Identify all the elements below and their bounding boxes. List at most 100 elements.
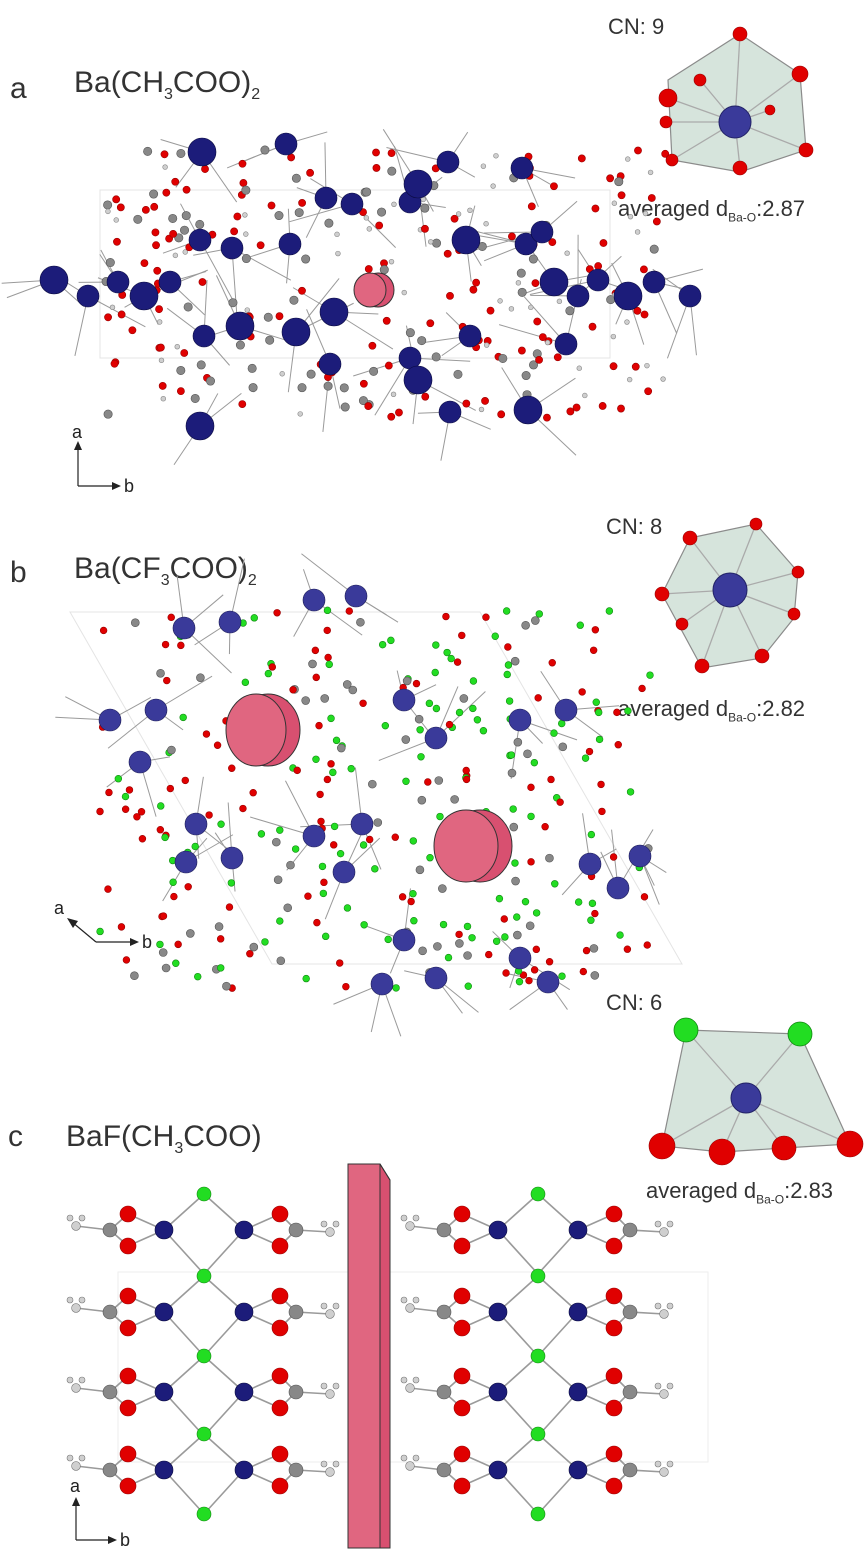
fluorine-atom xyxy=(507,751,516,759)
fluorine-atom xyxy=(96,927,104,936)
barium-atom xyxy=(220,236,244,260)
oxygen-atom xyxy=(605,1477,623,1495)
oxygen-atom xyxy=(591,626,600,634)
carbon-atom xyxy=(405,328,415,338)
oxygen-atom xyxy=(424,778,432,786)
hydrogen-atom xyxy=(624,319,630,325)
carbon-atom xyxy=(102,1222,118,1238)
fluorine-atom xyxy=(464,982,472,990)
fluorine-atom xyxy=(302,974,310,983)
oxygen-atom xyxy=(585,747,594,756)
carbon-atom xyxy=(168,213,178,223)
fluorine-atom xyxy=(291,845,300,853)
oxygen-atom xyxy=(605,1237,623,1255)
oxygen-atom xyxy=(198,278,207,286)
oxygen-atom xyxy=(306,168,314,177)
fluorine-atom xyxy=(196,1186,212,1202)
carbon-atom xyxy=(590,971,600,980)
carbon-atom xyxy=(301,696,310,705)
barium-atom xyxy=(344,584,368,608)
hydrogen-atom xyxy=(405,1383,415,1393)
oxygen-atom xyxy=(517,346,526,355)
oxygen-atom xyxy=(150,202,159,211)
oxygen-atom xyxy=(453,1287,471,1305)
oxygen-atom xyxy=(647,194,656,202)
hydrogen-atom xyxy=(455,211,462,217)
oxygen-atom xyxy=(421,224,429,233)
oxygen-atom xyxy=(233,212,242,221)
carbon-atom xyxy=(308,659,317,669)
hydrogen-atom xyxy=(467,207,473,214)
hydrogen-atom xyxy=(78,1454,86,1462)
oxygen-atom xyxy=(184,883,192,891)
carbon-atom xyxy=(622,1462,638,1478)
carbon-atom xyxy=(222,981,231,991)
hydrogen-atom xyxy=(428,239,434,245)
oxygen-atom xyxy=(359,379,368,388)
oxygen-atom xyxy=(155,305,163,314)
oxygen-atom xyxy=(633,306,642,315)
carbon-atom xyxy=(401,735,411,744)
hydrogen-atom xyxy=(659,1467,669,1477)
hydrogen-atom xyxy=(405,1221,415,1231)
hydrogen-atom xyxy=(71,1383,81,1393)
barium-atom xyxy=(154,1302,174,1322)
oxygen-atom xyxy=(119,1205,137,1223)
oxygen-atom xyxy=(525,976,533,985)
fluorine-atom xyxy=(509,805,517,813)
hydrogen-atom xyxy=(244,307,250,313)
fluorine-atom xyxy=(505,697,514,705)
oxygen-atom xyxy=(345,607,353,615)
fluorine-atom xyxy=(261,938,269,946)
panel-a-letter: a xyxy=(10,72,27,105)
oxygen-atom xyxy=(500,915,508,923)
fluorine-atom xyxy=(495,894,504,903)
oxygen-atom xyxy=(171,177,180,186)
oxygen-atom xyxy=(267,201,276,210)
oxygen-atom xyxy=(119,1287,137,1305)
fluorine-atom xyxy=(588,899,597,908)
hydrogen-atom xyxy=(610,333,617,340)
fluorine-atom xyxy=(551,880,559,888)
oxygen-atom xyxy=(534,694,542,702)
oxygen-atom xyxy=(548,659,556,667)
carbon-atom xyxy=(649,244,659,254)
oxygen-atom xyxy=(384,361,393,370)
oxygen-atom xyxy=(606,174,615,183)
hydrogen-atom xyxy=(335,250,341,257)
barium-atom xyxy=(302,588,326,612)
unit-cell-outline xyxy=(117,1271,709,1463)
oxygen-atom xyxy=(156,826,165,834)
hydrogen-atom xyxy=(412,1376,420,1384)
oxygen-atom xyxy=(312,673,320,682)
hydrogen-atom xyxy=(325,1389,335,1399)
barium-atom xyxy=(278,232,302,256)
oxygen-atom xyxy=(138,835,147,843)
fluorine-atom xyxy=(179,713,187,722)
carbon-atom xyxy=(195,219,205,229)
fluorine-atom xyxy=(378,640,387,649)
panel-c-formula-prefix: BaF(CH xyxy=(66,1120,175,1153)
carbon-atom xyxy=(339,383,349,393)
oxygen-atom xyxy=(202,730,211,738)
carbon-atom xyxy=(130,971,139,981)
fluorine-atom xyxy=(359,841,368,849)
oxygen-atom xyxy=(113,237,121,246)
barium-atom xyxy=(281,317,311,347)
fluorine-atom xyxy=(530,1506,546,1522)
fluorine-atom xyxy=(436,812,444,821)
barium-atom xyxy=(218,610,242,634)
fluorine-atom xyxy=(455,708,464,717)
oxygen-atom xyxy=(317,817,325,826)
fluorine-atom xyxy=(194,972,202,981)
oxygen-atom xyxy=(158,382,167,390)
oxygen-atom xyxy=(453,1319,471,1337)
hydrogen-atom xyxy=(659,1309,669,1319)
hydrogen-atom xyxy=(242,212,248,218)
oxygen-atom xyxy=(453,1477,471,1495)
barium-atom xyxy=(340,192,364,216)
panel-a-formula-sub2: 2 xyxy=(251,86,261,103)
fluorine-atom xyxy=(469,677,478,685)
